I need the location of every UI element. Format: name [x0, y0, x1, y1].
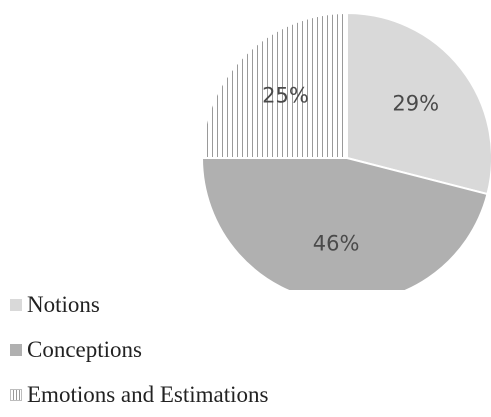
legend-item-emotions-and-estimations: Emotions and Estimations — [10, 372, 269, 417]
legend-swatch-notions — [10, 298, 22, 311]
pie-slice-emotions-and-estimations — [200, 11, 348, 159]
legend-label-conceptions: Conceptions — [27, 336, 142, 362]
slice-label-emotions-and-estimations: 25% — [262, 83, 309, 107]
pie-slice-labels: 29% 46% 25% — [262, 83, 439, 255]
legend-item-conceptions: Conceptions — [10, 327, 269, 372]
pie-slices — [200, 11, 491, 290]
legend-swatch-emotions-and-estimations — [10, 388, 22, 401]
pie-slice-notions — [346, 11, 491, 196]
slice-label-conceptions: 46% — [313, 231, 360, 255]
pie-chart: 29% 46% 25% — [200, 11, 491, 290]
legend-label-emotions-and-estimations: Emotions and Estimations — [27, 381, 269, 407]
chart-legend: Notions Conceptions Emotions and Estimat… — [10, 282, 269, 417]
legend-label-notions: Notions — [27, 291, 100, 317]
legend-item-notions: Notions — [10, 282, 269, 327]
pie-slice-conceptions — [200, 157, 489, 290]
slice-label-notions: 29% — [392, 92, 439, 116]
legend-swatch-conceptions — [10, 343, 22, 356]
